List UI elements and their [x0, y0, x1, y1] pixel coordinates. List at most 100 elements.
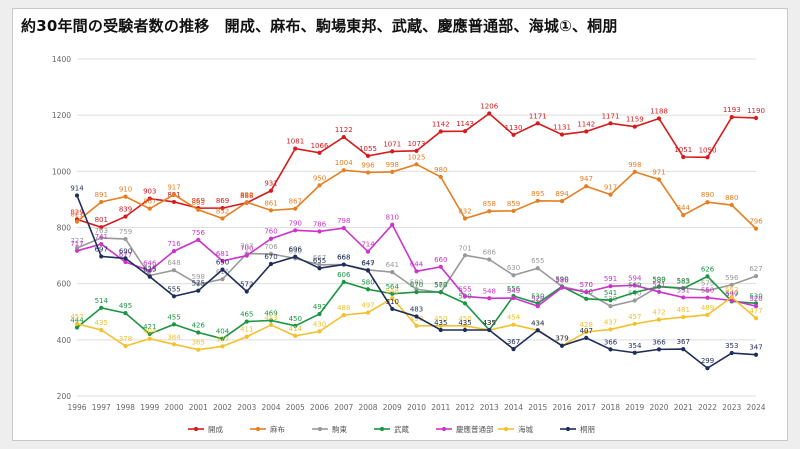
data-point [705, 288, 710, 293]
data-label: 697 [95, 245, 108, 253]
legend-item-開成: 開成 [208, 424, 223, 434]
data-label: 626 [701, 265, 715, 273]
data-point [753, 115, 759, 121]
data-point [584, 129, 589, 134]
data-label: 980 [434, 166, 447, 174]
x-tick-label: 2021 [674, 403, 693, 412]
data-label: 541 [604, 289, 617, 297]
data-label: 404 [143, 328, 157, 336]
data-point [414, 162, 419, 167]
data-label: 858 [483, 200, 496, 208]
data-label: 1188 [650, 108, 668, 116]
data-label: 1004 [335, 159, 353, 167]
data-point [608, 327, 613, 332]
data-label: 586 [555, 277, 569, 285]
x-tick-label: 2004 [261, 403, 280, 412]
data-point [341, 279, 346, 285]
data-point [220, 216, 225, 221]
data-label: 914 [70, 184, 84, 192]
data-point [74, 193, 80, 198]
data-label: 627 [749, 265, 762, 273]
data-point [705, 200, 710, 205]
data-point [171, 322, 177, 327]
data-point [487, 111, 492, 116]
data-point [729, 115, 734, 120]
data-point [559, 199, 565, 204]
data-label: 859 [507, 200, 520, 208]
data-label: 760 [264, 228, 277, 236]
data-label: 483 [410, 306, 423, 314]
data-point [171, 342, 177, 347]
x-tick-label: 2011 [431, 403, 450, 412]
data-label: 477 [749, 307, 762, 315]
data-point [559, 343, 565, 348]
data-label: 616 [216, 268, 230, 276]
data-point [293, 228, 298, 233]
data-point [293, 254, 298, 259]
data-label: 1171 [602, 112, 620, 120]
data-point [608, 284, 613, 289]
data-label: 714 [361, 241, 375, 249]
line-chart: 200 400 600 800 1000 1200 1400 1996 1997 1998 1999… [52, 55, 766, 434]
data-point [365, 287, 371, 292]
data-label: 367 [507, 338, 520, 346]
data-point [147, 331, 152, 337]
data-point [220, 258, 225, 264]
data-point [171, 192, 177, 197]
data-point [293, 206, 298, 211]
data-label: 998 [628, 161, 641, 169]
legend-marker [317, 426, 323, 432]
data-point [462, 294, 468, 299]
data-point [365, 170, 371, 175]
data-point [220, 206, 225, 211]
x-tick-label: 2003 [237, 403, 256, 412]
x-tick-label: 2009 [383, 403, 402, 412]
data-point [511, 347, 516, 352]
data-label: 1122 [335, 126, 353, 134]
data-label: 481 [677, 306, 690, 314]
data-label: 759 [119, 228, 132, 236]
data-label: 435 [458, 319, 471, 327]
data-label: 594 [628, 274, 642, 282]
data-point [487, 296, 492, 301]
legend-item-麻布: 麻布 [270, 424, 285, 434]
x-tick-label: 2018 [601, 403, 620, 412]
data-point [244, 253, 249, 258]
data-point [268, 322, 274, 328]
data-label: 548 [386, 287, 399, 295]
data-point [123, 311, 128, 316]
data-point [196, 237, 201, 242]
data-label: 832 [458, 208, 471, 216]
data-point [487, 327, 492, 333]
data-label: 763 [95, 227, 108, 235]
x-tick-label: 2015 [528, 403, 547, 412]
data-label: 903 [143, 188, 156, 196]
x-tick-label: 2014 [504, 403, 523, 412]
data-point [341, 262, 346, 267]
data-point [511, 322, 516, 327]
data-label: 869 [192, 197, 205, 205]
data-label: 564 [386, 283, 400, 291]
data-point [559, 285, 565, 290]
data-point [293, 333, 298, 339]
data-point [608, 347, 613, 352]
data-label: 863 [192, 199, 205, 207]
data-label: 810 [386, 214, 399, 222]
data-point [753, 273, 759, 279]
data-label: 1131 [553, 124, 571, 132]
data-label: 571 [652, 281, 665, 289]
data-label: 347 [749, 344, 762, 352]
data-label: 450 [289, 315, 302, 323]
data-point [99, 254, 104, 259]
data-point [608, 192, 613, 197]
data-label: 540 [725, 290, 738, 298]
x-tick-label: 2023 [722, 403, 741, 412]
data-label: 591 [604, 275, 617, 283]
data-label: 435 [434, 319, 447, 327]
data-point [438, 323, 443, 328]
data-label: 575 [701, 280, 714, 288]
data-point [390, 222, 395, 227]
data-label: 910 [119, 186, 132, 194]
data-point [608, 298, 613, 303]
legend-item-慶應普通部: 慶應普通部 [456, 424, 494, 434]
